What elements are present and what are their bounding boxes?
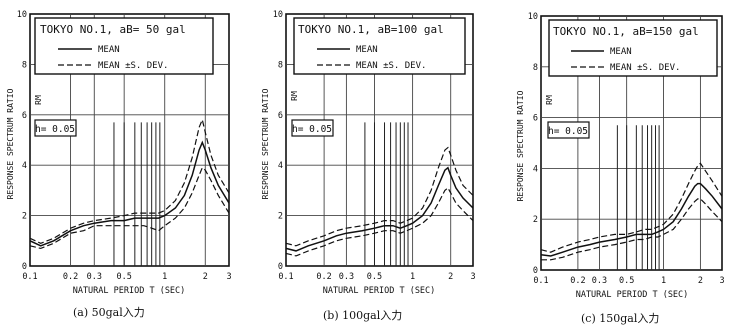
y-tick-label: 6 [22,111,27,121]
x-tick-label: 3 [719,276,724,286]
y-tick-label: 0 [533,266,538,276]
y-tick-label: 10 [273,10,283,20]
legend-mean-label: MEAN [610,47,632,57]
x-axis-label: NATURAL PERIOD T (SEC) [323,286,436,296]
legend-mean-label: MEAN [356,45,378,55]
series-mean-plus-sdev-line [285,146,474,247]
caption: (b) 100gal入力 [323,309,402,322]
series-mean-line [285,166,474,252]
x-tick-labels: 0.1 0.2 0.3 0.5 1 2 3 [22,272,231,282]
y-axis-label: RESPONSE SPECTRUM RATIO [261,88,270,199]
legend-mean-label: MEAN [98,45,120,55]
x-axis-label: NATURAL PERIOD T (SEC) [576,290,689,300]
x-tick-label: 2 [698,276,703,286]
y-axis-symbol: RM [34,95,43,105]
series-mean-plus-sdev-line [29,117,230,244]
caption: (c) 150gal入力 [581,312,659,325]
damping-label: h= 0.05 [292,124,332,135]
y-tick-labels: 0 2 4 6 8 10 [528,12,538,276]
y-tick-label: 0 [22,262,27,272]
series-group [29,117,230,250]
period-marker-lines [616,125,660,270]
legend-title: TOKYO NO.1, aB=150 gal [553,25,699,38]
series-mean-line [29,140,230,247]
legend-title: TOKYO NO.1, aB= 50 gal [40,23,186,36]
x-tick-label: 3 [470,272,475,282]
x-tick-label: 1 [162,272,167,282]
legend-sdev-label: MEAN ±S. DEV. [98,61,168,71]
damping-box: h= 0.05 [291,119,334,137]
x-tick-label: 0.1 [278,272,293,282]
series-group [285,146,474,257]
y-tick-label: 10 [528,12,538,22]
plot-frame [540,15,723,271]
series-mean-plus-sdev-line [540,162,723,253]
legend-sdev-label: MEAN ±S. DEV. [356,61,426,71]
x-tick-label: 1 [410,272,415,282]
y-tick-label: 6 [533,114,538,124]
y-axis-label: RESPONSE SPECTRUM RATIO [516,90,525,201]
y-axis-symbol: RM [545,95,554,105]
legend-box: TOKYO NO.1, aB=100 gal MEAN MEAN ±S. DEV… [293,17,466,75]
y-tick-label: 8 [22,60,27,70]
legend-sdev-label: MEAN ±S. DEV. [610,63,680,73]
x-tick-label: 0.2 [63,272,78,282]
period-marker-lines [113,122,161,266]
y-tick-label: 8 [278,60,283,70]
caption: (a) 50gal入力 [73,306,145,319]
damping-box: h= 0.05 [547,121,590,139]
period-marker-lines [364,122,409,266]
plot-frame [29,13,230,267]
y-tick-label: 10 [17,10,27,20]
x-tick-label: 0.3 [592,276,607,286]
x-axis-label: NATURAL PERIOD T (SEC) [73,286,186,296]
series-mean-minus-sdev-line [285,186,474,257]
damping-box: h= 0.05 [34,119,77,137]
x-tick-label: 1 [661,276,666,286]
legend-box: TOKYO NO.1, aB=150 gal MEAN MEAN ±S. DEV… [548,19,718,77]
y-axis-symbol: RM [290,91,299,101]
y-tick-label: 4 [278,161,283,171]
y-tick-label: 4 [22,161,27,171]
series-mean-line [540,182,723,257]
y-tick-labels: 0 2 4 6 8 10 [273,10,283,272]
y-tick-label: 2 [22,212,27,222]
y-tick-label: 2 [533,215,538,225]
x-tick-label: 3 [226,272,231,282]
y-axis-label: RESPONSE SPECTRUM RATIO [6,88,15,199]
legend-box: TOKYO NO.1, aB= 50 gal MEAN MEAN ±S. DEV… [34,17,214,75]
y-tick-labels: 0 2 4 6 8 10 [17,10,27,272]
y-tick-label: 6 [278,111,283,121]
plot-frame [285,13,474,267]
x-tick-label: 0.5 [619,276,634,286]
damping-label: h= 0.05 [548,126,588,137]
x-tick-label: 0.5 [116,272,131,282]
y-tick-label: 0 [278,262,283,272]
x-tick-label: 0.3 [339,272,354,282]
y-tick-label: 2 [278,212,283,222]
chart-panel-a: 0 2 4 6 8 10 0.1 0.2 0.3 0.5 1 2 3 RESPONSE SPECTRU… [6,10,232,319]
x-tick-label: 0.5 [367,272,382,282]
x-tick-label: 0.2 [316,272,331,282]
y-tick-label: 8 [533,63,538,73]
series-mean-minus-sdev-line [29,166,230,250]
chart-panel-b: 0 2 4 6 8 10 0.1 0.2 0.3 0.5 1 2 3 RESPONSE SPECTRU… [261,10,476,322]
y-tick-label: 4 [533,164,538,174]
chart-panel-c: 0 2 4 6 8 10 0.1 0.2 0.3 0.5 1 2 3 RESPONSE SPECTRU… [516,12,725,325]
x-tick-label: 0.1 [22,272,37,282]
legend-title: TOKYO NO.1, aB=100 gal [298,23,444,36]
x-tick-label: 0.1 [533,276,548,286]
x-tick-labels: 0.1 0.2 0.3 0.5 1 2 3 [278,272,475,282]
x-tick-label: 0.2 [570,276,585,286]
series-group [540,162,723,261]
damping-label: h= 0.05 [35,124,75,135]
x-tick-label: 2 [448,272,453,282]
x-tick-labels: 0.1 0.2 0.3 0.5 1 2 3 [533,276,724,286]
x-tick-label: 2 [203,272,208,282]
x-tick-label: 0.3 [87,272,102,282]
